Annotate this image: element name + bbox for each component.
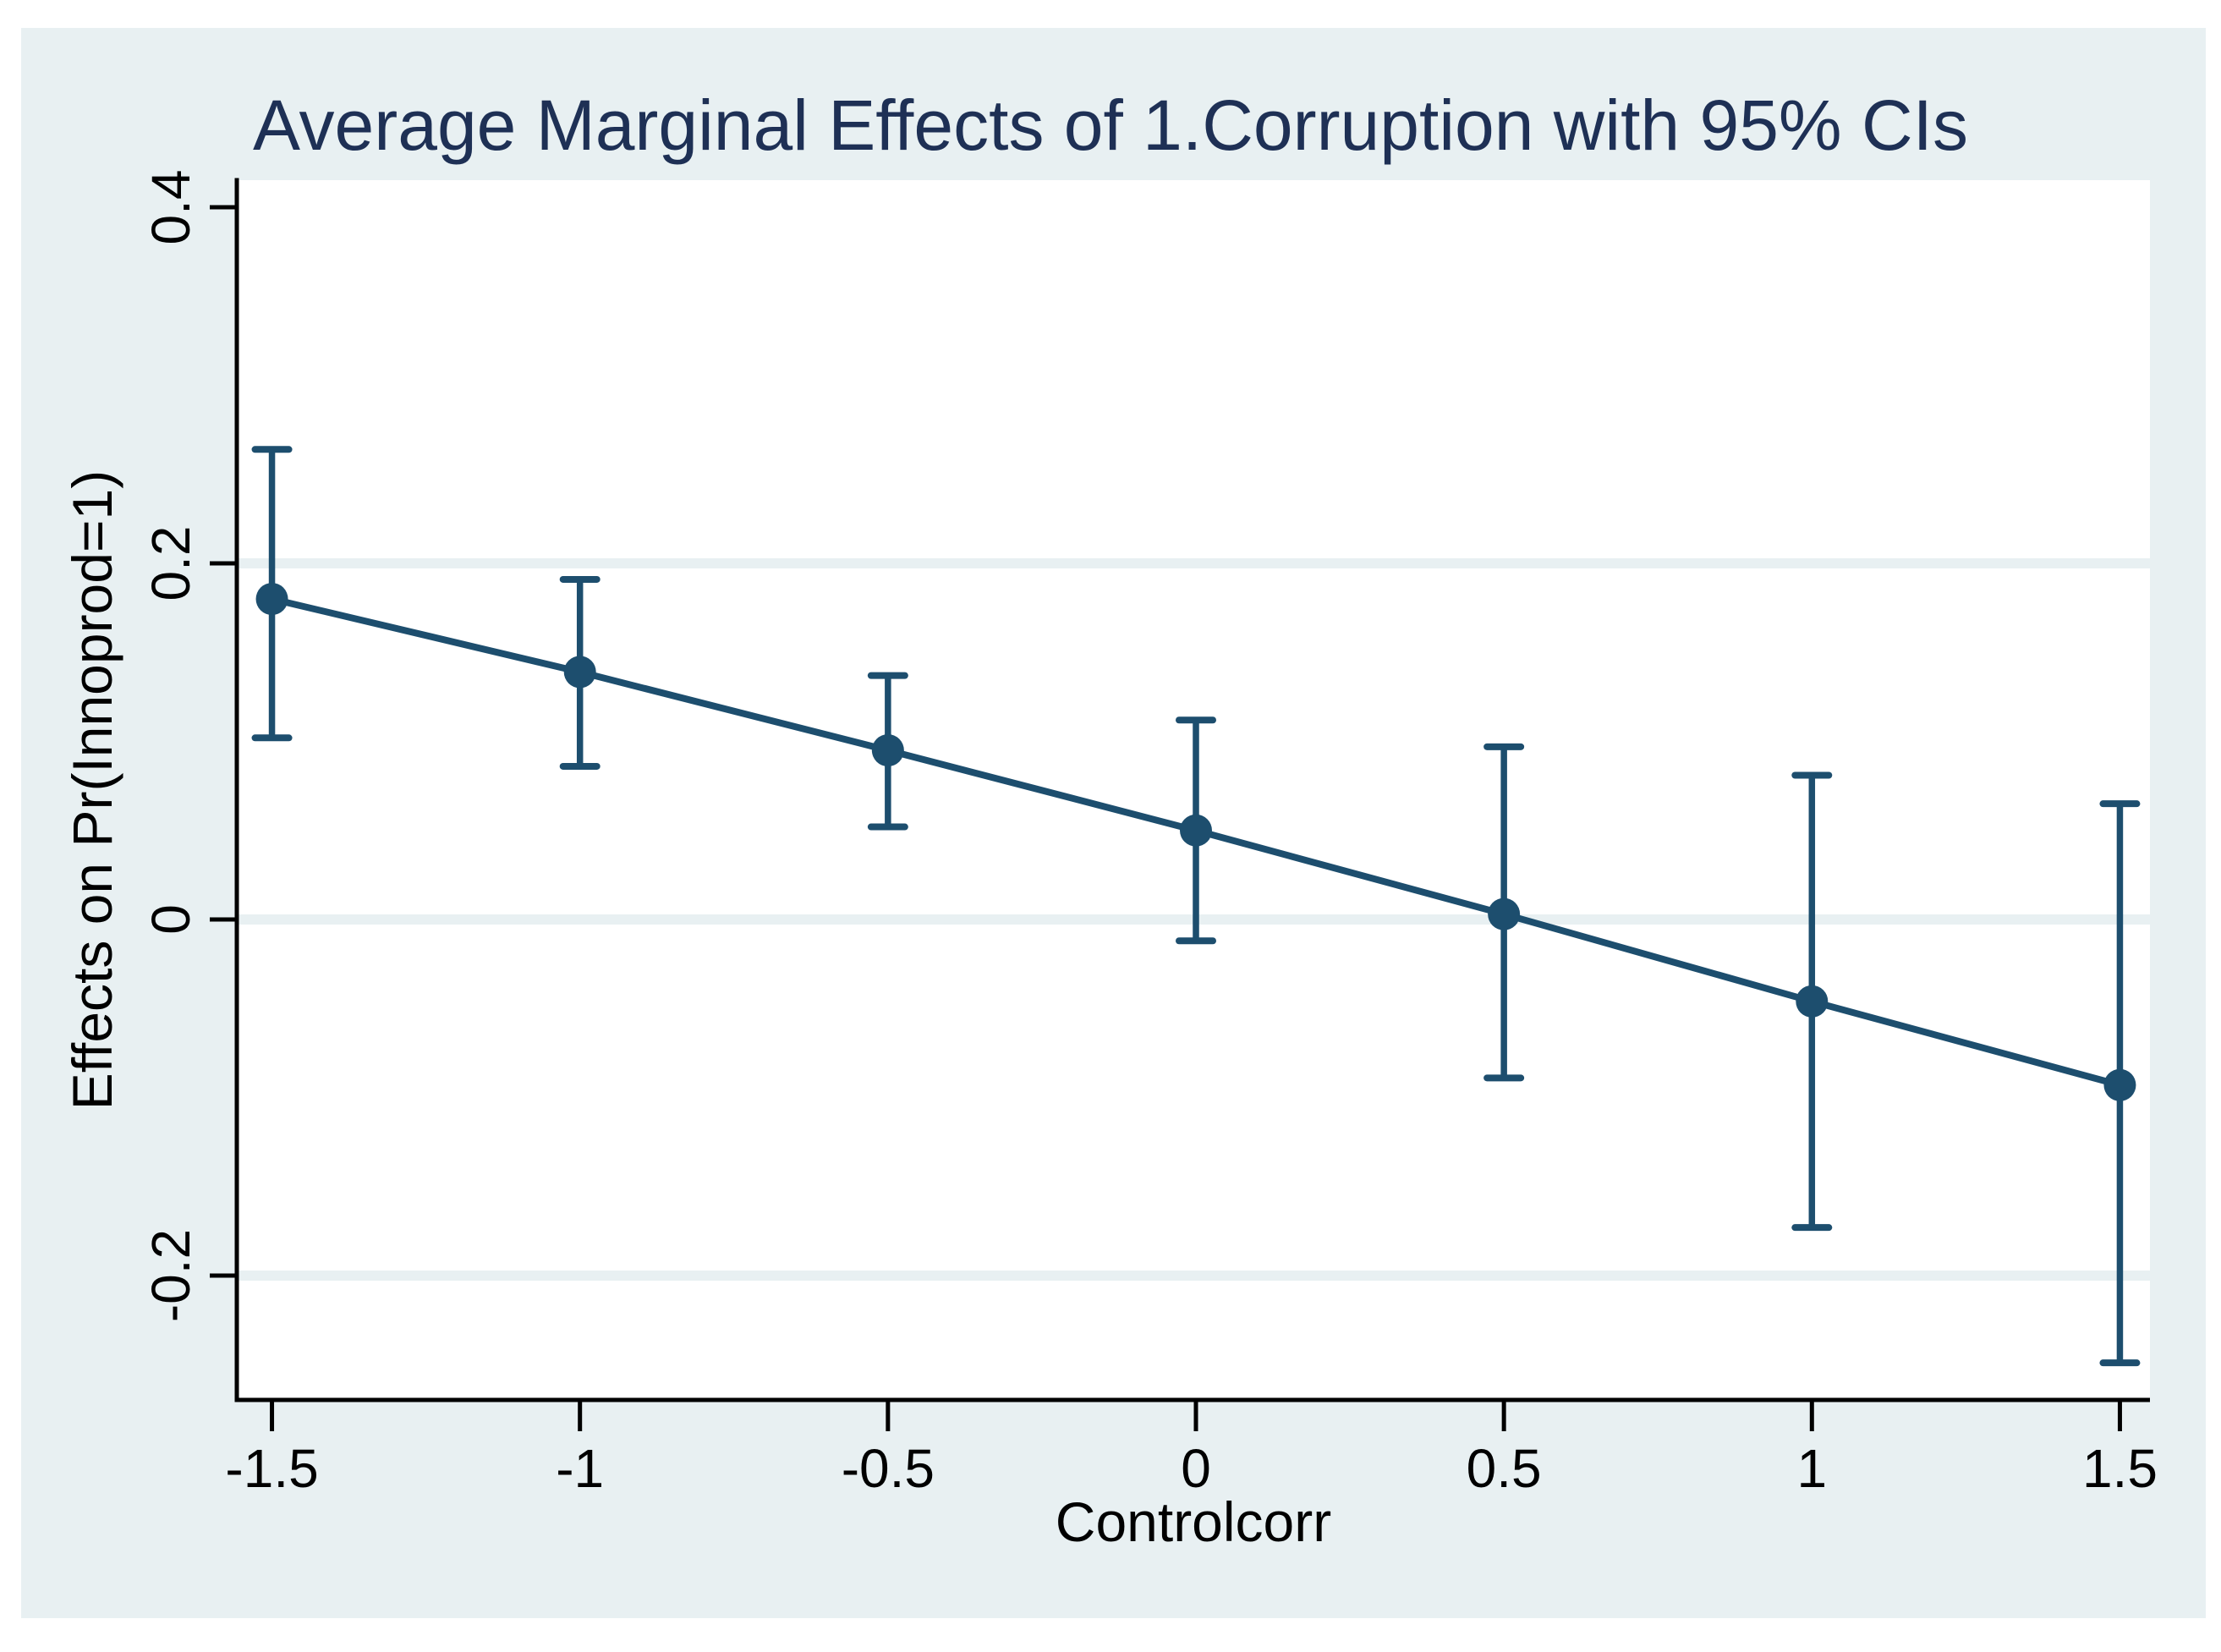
- y-tick-label: -0.2: [140, 1229, 201, 1322]
- data-point-marker: [1180, 814, 1212, 847]
- x-axis-title: Controlcorr: [1056, 1490, 1331, 1553]
- y-tick-label: 0.4: [140, 170, 201, 245]
- data-point-marker: [1796, 985, 1829, 1018]
- series-group: [251, 446, 2141, 1367]
- data-point-marker: [1488, 897, 1521, 930]
- x-tick-label: 0.5: [1467, 1438, 1542, 1499]
- x-tick-label: -0.5: [842, 1438, 935, 1499]
- x-tick-label: 1.5: [2082, 1438, 2158, 1499]
- x-tick-label: -1.5: [225, 1438, 318, 1499]
- x-tick-label: 1: [1797, 1438, 1828, 1499]
- data-point-marker: [2103, 1068, 2136, 1101]
- y-axis-title: Effects on Pr(Innoprod=1): [61, 470, 123, 1110]
- y-ticks-group: 0.4 0.2 0 -0.2: [140, 170, 235, 1322]
- chart-title: Average Marginal Effects of 1.Corruption…: [253, 85, 1968, 165]
- data-point-marker: [563, 656, 596, 689]
- x-tick-label: -1: [556, 1438, 604, 1499]
- y-tick-label: 0: [140, 904, 201, 935]
- data-point-marker: [871, 734, 904, 767]
- y-tick-label: 0.2: [140, 526, 201, 601]
- x-ticks-group: -1.5 -1 -0.5 0 0.5 1 1.5: [225, 1402, 2158, 1499]
- data-point-marker: [255, 583, 288, 616]
- x-tick-label: 0: [1181, 1438, 1211, 1499]
